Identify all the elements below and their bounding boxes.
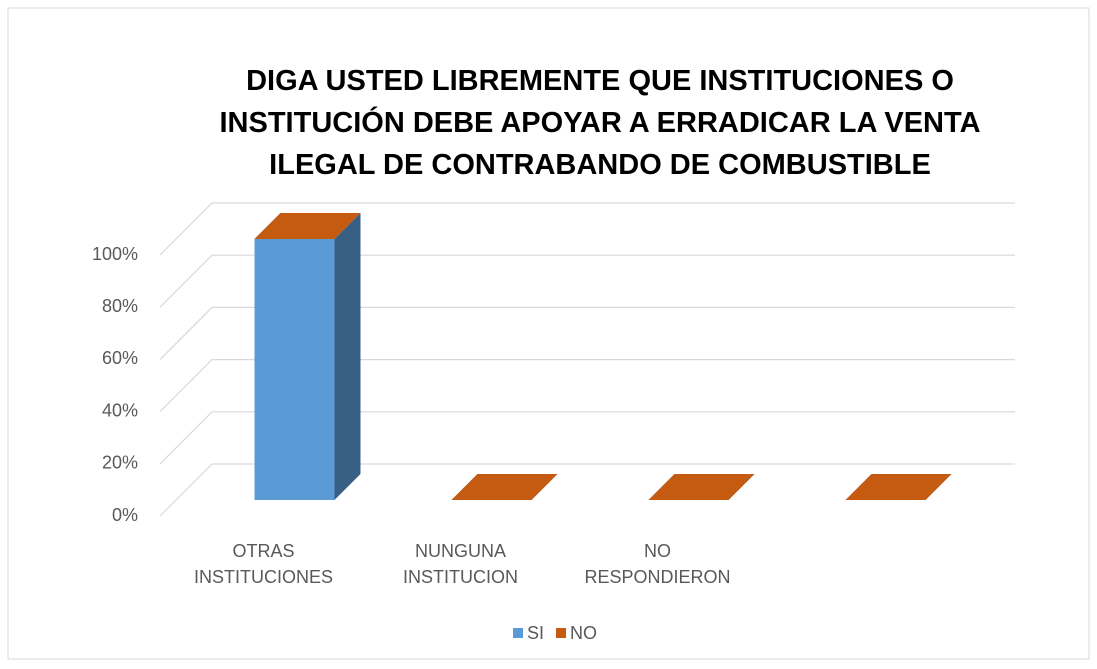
bar-front (254, 239, 335, 500)
bar-top (451, 474, 558, 500)
x-tick-label: NUNGUNA INSTITUCION (403, 541, 518, 587)
bar-top (648, 474, 755, 500)
grid-line (159, 254, 1015, 308)
legend-label: NO (570, 623, 597, 643)
y-tick-label: 20% (102, 453, 138, 473)
legend-swatch (556, 628, 567, 638)
grid-line (159, 411, 1015, 465)
y-tick-label: 100% (92, 244, 138, 264)
chart-title: DIGA USTED LIBREMENTE QUE INSTITUCIONES … (219, 65, 981, 181)
y-tick-label: 40% (102, 400, 138, 420)
chart-frame (7, 7, 1090, 660)
x-tick-label: NO RESPONDIERON (584, 541, 730, 587)
bar-top (254, 213, 361, 239)
legend-label: SI (527, 623, 544, 643)
y-tick-label: 60% (102, 348, 138, 368)
grid-line (159, 306, 1015, 360)
grid-line (159, 202, 1015, 256)
grid-line (159, 463, 1015, 517)
bar-side (334, 213, 361, 500)
bar-top (845, 474, 952, 500)
grid-line (159, 359, 1015, 413)
x-tick-label: OTRAS INSTITUCIONES (194, 541, 333, 587)
y-tick-label: 0% (112, 505, 138, 525)
legend-swatch (513, 628, 523, 638)
y-tick-label: 80% (102, 296, 138, 316)
